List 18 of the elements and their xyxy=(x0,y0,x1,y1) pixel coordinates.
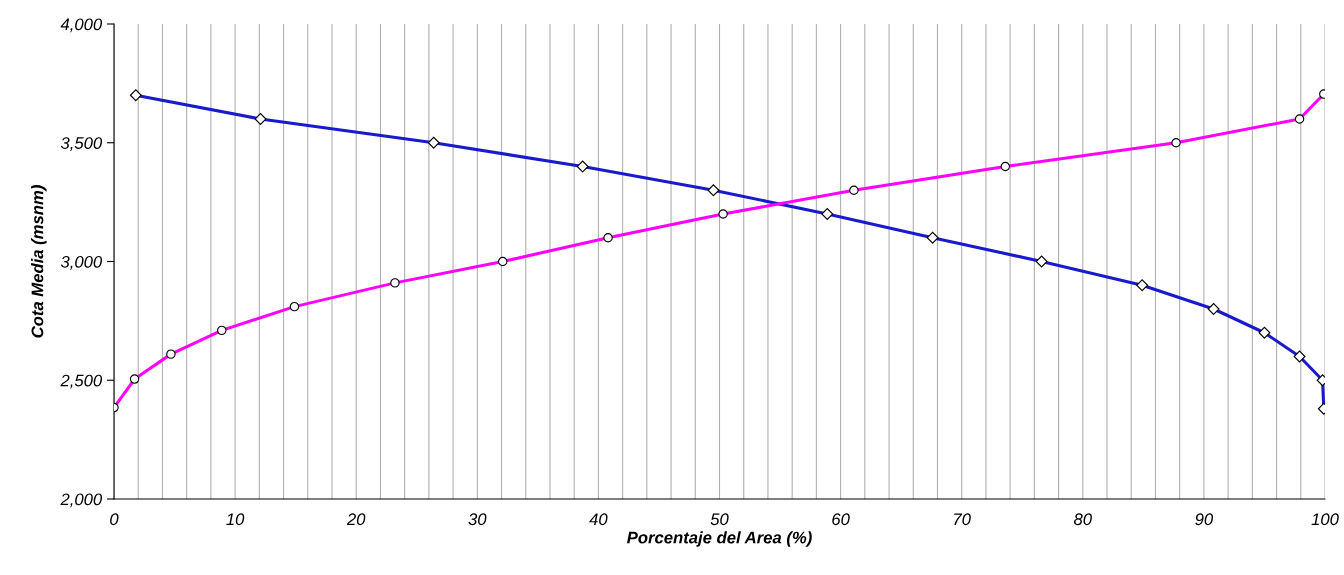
x-tick-label: 50 xyxy=(710,513,729,526)
x-tick-label: 30 xyxy=(468,513,487,526)
x-tick-label: 90 xyxy=(1195,513,1214,526)
y-tick-label: 2,000 xyxy=(60,493,103,508)
y-tick-label: 4,000 xyxy=(60,18,103,33)
x-tick-label: 0 xyxy=(110,513,119,526)
y-tick-label: 3,500 xyxy=(60,137,103,151)
x-tick-label: 80 xyxy=(1073,513,1092,526)
x-tick-label: 60 xyxy=(832,513,850,526)
y-tick-label: 2,500 xyxy=(60,374,103,389)
x-tick-label: 100 xyxy=(1311,513,1339,526)
x-tick-label: 10 xyxy=(226,513,245,526)
x-tick-label: 20 xyxy=(346,513,366,526)
y-axis-title: Cota Media (msnm) xyxy=(31,185,47,338)
y-tick-label: 3,000 xyxy=(60,255,103,270)
x-tick-label: 70 xyxy=(954,513,971,526)
x-axis-title: Porcentaje del Area (%) xyxy=(627,531,812,547)
x-tick-label: 40 xyxy=(589,513,608,526)
